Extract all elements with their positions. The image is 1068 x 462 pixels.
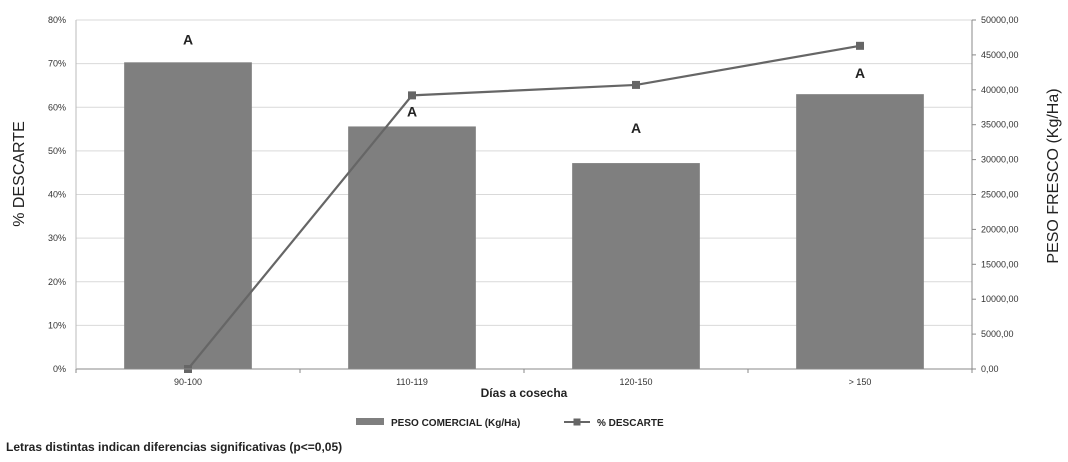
legend-bar-label: PESO COMERCIAL (Kg/Ha) — [391, 418, 520, 429]
y-left-tick-label: 80% — [48, 15, 66, 25]
y-left-tick-label: 70% — [48, 59, 66, 69]
y-right-tick-label: 25000,00 — [981, 190, 1019, 200]
x-tick-label: > 150 — [849, 377, 872, 387]
y-left-axis-title: % DESCARTE — [11, 121, 28, 227]
significance-letters: A A A A — [183, 31, 865, 136]
y-left-tick-label: 30% — [48, 233, 66, 243]
y-right-tick-label: 15000,00 — [981, 259, 1019, 269]
right-axis-ticks: 0,00 5000,00 10000,00 15000,00 20000,00 25000… — [972, 15, 1019, 374]
series-line — [187, 44, 861, 370]
line-point — [856, 41, 864, 50]
legend-line-marker — [573, 418, 581, 426]
y-right-tick-label: 50000,00 — [981, 15, 1019, 25]
y-right-tick-label: 20000,00 — [981, 224, 1019, 234]
y-right-tick-label: 45000,00 — [981, 50, 1019, 60]
y-right-axis-title: PESO FRESCO (Kg/Ha) — [1045, 88, 1062, 263]
significance-letter: A — [855, 65, 865, 81]
bar — [348, 126, 476, 369]
x-axis-ticks: 90-100 110-119 120-150 > 150 — [75, 369, 973, 387]
y-right-tick-label: 5000,00 — [981, 329, 1014, 339]
x-tick-label: 110-119 — [396, 377, 428, 387]
x-tick-label: 90-100 — [174, 377, 202, 387]
line-point — [632, 80, 640, 89]
legend-line-label: % DESCARTE — [597, 418, 664, 429]
x-axis-title: Días a cosecha — [481, 386, 568, 400]
significance-letter: A — [631, 120, 641, 136]
y-left-tick-label: 0% — [53, 364, 66, 374]
chart: A A A A 0% 10% 20% 30% 40% 50% 60% 70% 80% 0,00 5000… — [11, 15, 1062, 429]
bar-series — [124, 62, 924, 369]
y-right-tick-label: 0,00 — [981, 364, 999, 374]
footnote: Letras distintas indican diferencias sig… — [6, 440, 343, 454]
y-left-tick-label: 20% — [48, 277, 66, 287]
bar — [796, 94, 924, 369]
legend-bar-swatch — [356, 418, 384, 425]
x-tick-label: 120-150 — [619, 377, 652, 387]
bar — [124, 62, 252, 369]
significance-letter: A — [407, 103, 417, 119]
bar — [572, 163, 700, 369]
y-left-tick-label: 40% — [48, 190, 66, 200]
y-left-tick-label: 60% — [48, 102, 66, 112]
y-right-tick-label: 35000,00 — [981, 120, 1019, 130]
significance-letter: A — [183, 31, 193, 47]
legend: PESO COMERCIAL (Kg/Ha) % DESCARTE — [356, 418, 664, 429]
y-right-tick-label: 40000,00 — [981, 85, 1019, 95]
left-axis-ticks: 0% 10% 20% 30% 40% 50% 60% 70% 80% — [48, 15, 66, 374]
y-left-tick-label: 10% — [48, 320, 66, 330]
y-right-tick-label: 30000,00 — [981, 155, 1019, 165]
line-series — [184, 41, 864, 373]
y-right-tick-label: 10000,00 — [981, 294, 1019, 304]
y-left-tick-label: 50% — [48, 146, 66, 156]
line-point — [408, 91, 416, 100]
